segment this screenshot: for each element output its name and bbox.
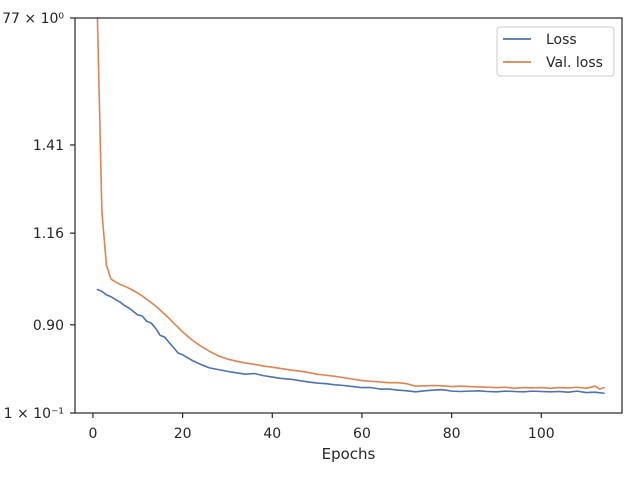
y-tick-label: 77 × 10⁰ bbox=[2, 11, 64, 27]
x-axis-ticks: 0 20 40 60 80 100 bbox=[88, 413, 555, 442]
plot-area-frame bbox=[74, 17, 623, 414]
x-tick-label: 100 bbox=[528, 426, 555, 442]
y-axis-ticks: 1 × 10⁻¹ 0.90 1.16 1.41 77 × 10⁰ bbox=[2, 11, 75, 422]
x-tick-label: 80 bbox=[443, 426, 461, 442]
x-tick-label: 60 bbox=[353, 426, 371, 442]
series-line-loss bbox=[96, 288, 605, 395]
legend-label: Loss bbox=[546, 32, 577, 48]
legend-label: Val. loss bbox=[546, 55, 603, 71]
legend: Loss Val. loss bbox=[496, 26, 615, 77]
y-tick-label: 1.41 bbox=[33, 138, 64, 154]
x-tick-label: 0 bbox=[88, 426, 97, 442]
y-tick-label: 1 × 10⁻¹ bbox=[4, 406, 64, 422]
y-tick-label: 1.16 bbox=[33, 226, 64, 242]
series-layer bbox=[96, 17, 605, 395]
x-axis-label: Epochs bbox=[322, 445, 376, 463]
y-tick-label: 0.90 bbox=[33, 318, 64, 334]
series-line-val-loss bbox=[96, 17, 605, 390]
x-tick-label: 40 bbox=[263, 426, 281, 442]
x-tick-label: 20 bbox=[174, 426, 192, 442]
